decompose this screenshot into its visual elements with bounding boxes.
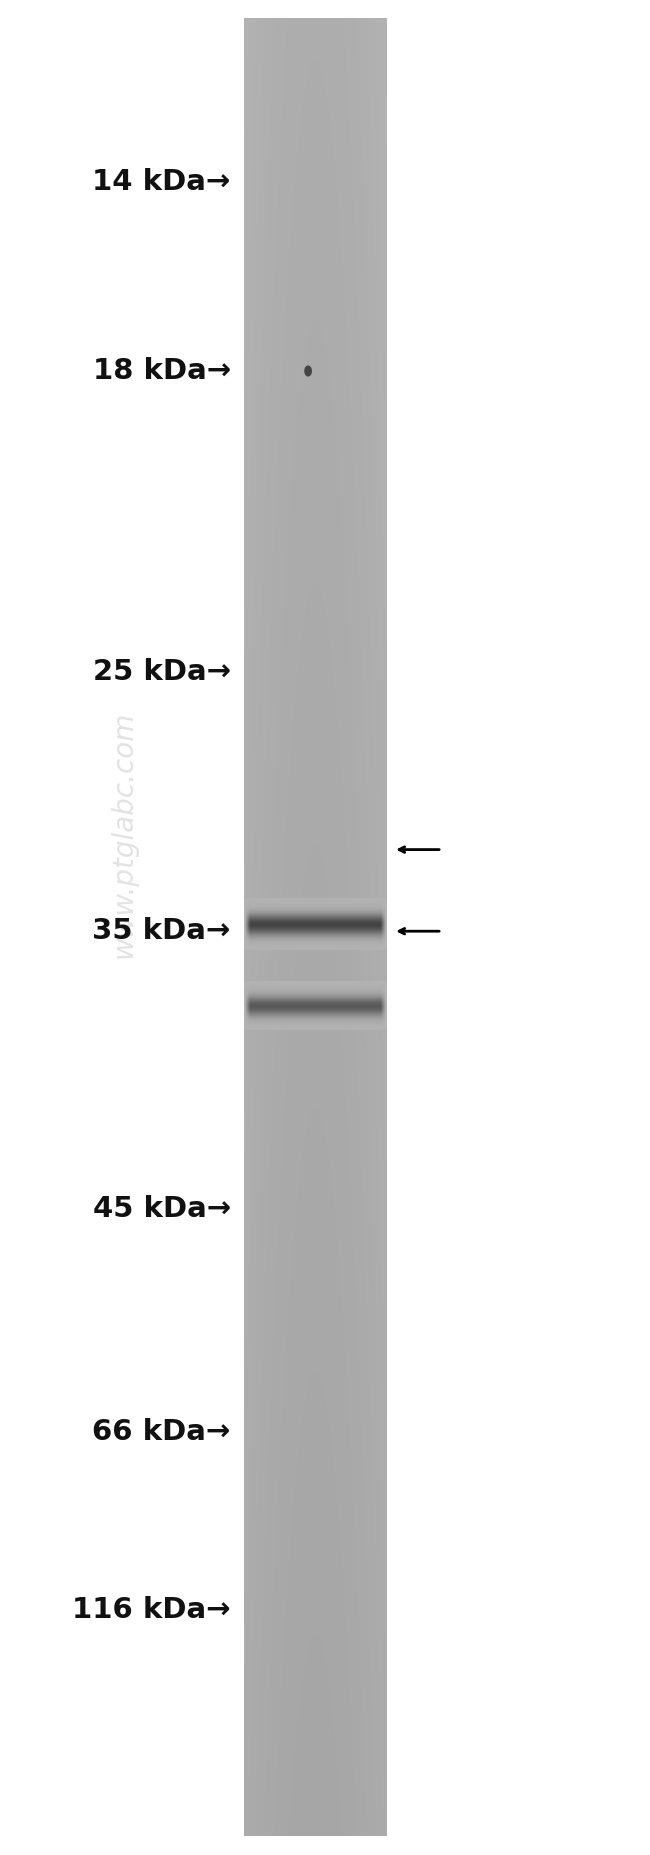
Text: 35 kDa→: 35 kDa→ bbox=[92, 916, 231, 946]
Ellipse shape bbox=[304, 365, 312, 377]
Text: 18 kDa→: 18 kDa→ bbox=[92, 356, 231, 386]
Text: 14 kDa→: 14 kDa→ bbox=[92, 167, 231, 197]
Text: 66 kDa→: 66 kDa→ bbox=[92, 1417, 231, 1447]
Text: 45 kDa→: 45 kDa→ bbox=[92, 1195, 231, 1224]
Text: www.ptglabc.com: www.ptglabc.com bbox=[109, 710, 138, 959]
Text: 25 kDa→: 25 kDa→ bbox=[93, 657, 231, 686]
Text: 116 kDa→: 116 kDa→ bbox=[72, 1595, 231, 1625]
